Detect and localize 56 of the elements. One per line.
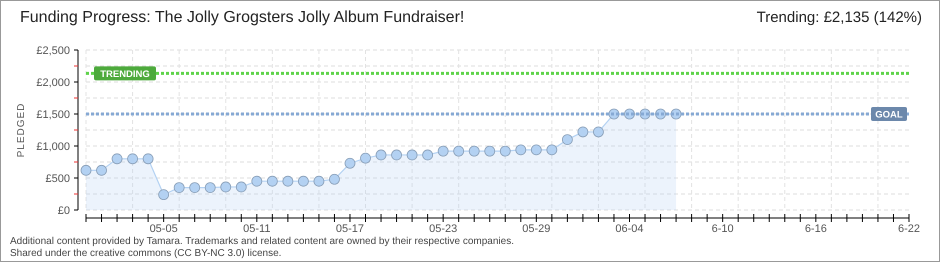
point xyxy=(344,158,356,169)
point xyxy=(578,126,588,138)
point xyxy=(112,153,122,164)
point xyxy=(453,146,464,157)
point xyxy=(468,146,480,157)
point xyxy=(189,182,200,193)
y-tick-label: £1,000 xyxy=(36,141,70,153)
point xyxy=(530,144,542,156)
x-tick-label: 6-22 xyxy=(898,223,920,235)
point xyxy=(406,150,418,160)
ref-line-label: TRENDING xyxy=(100,68,150,80)
point xyxy=(158,189,170,200)
x-tick-label: 6-10 xyxy=(712,223,734,235)
x-tick-label: 05-23 xyxy=(429,223,458,235)
point xyxy=(127,153,138,164)
point xyxy=(174,182,185,193)
point xyxy=(220,182,232,192)
point xyxy=(391,150,402,160)
point xyxy=(236,182,247,192)
point xyxy=(96,164,107,176)
point xyxy=(515,144,526,156)
chart-subtitle: Trending: £2,135 (142%) xyxy=(756,9,922,26)
y-tick-label: £0 xyxy=(58,205,70,217)
point xyxy=(142,153,154,164)
chart-title: Funding Progress: The Jolly Grogsters Jolly Album Fundraiser! xyxy=(20,9,464,26)
x-tick-label: 05-05 xyxy=(150,223,178,235)
x-tick-label: 05-11 xyxy=(243,223,270,235)
point xyxy=(376,150,386,160)
point xyxy=(546,144,558,156)
point xyxy=(484,146,496,157)
point xyxy=(422,150,434,160)
x-tick-label: 05-17 xyxy=(336,223,364,235)
point xyxy=(593,126,604,138)
point xyxy=(80,164,92,176)
x-tick-label: 05-29 xyxy=(522,223,550,235)
y-tick-label: £1,500 xyxy=(36,109,70,121)
text: Additional content provided by Tamara. Trademarks and related content are owned by their respective companies. xyxy=(10,236,514,247)
y-tick-label: £2,500 xyxy=(36,45,70,57)
point xyxy=(562,134,573,145)
point xyxy=(204,182,216,193)
point xyxy=(314,176,324,187)
point xyxy=(282,176,294,187)
ref-line-label: GOAL xyxy=(875,110,903,120)
y-tick-label: £500 xyxy=(46,173,70,185)
point xyxy=(438,146,449,157)
text: Shared under the creative commons (CC BY-NC 3.0) license. xyxy=(10,248,282,259)
point xyxy=(329,174,340,185)
y-axis-title: PLEDGED xyxy=(16,102,27,158)
point xyxy=(298,176,309,187)
x-tick-label: 6-16 xyxy=(804,223,827,235)
point xyxy=(266,176,278,187)
point xyxy=(251,176,262,187)
x-tick-label: 06-04 xyxy=(615,223,644,235)
point xyxy=(360,152,371,164)
point xyxy=(500,146,511,157)
y-tick-label: £2,000 xyxy=(36,77,70,89)
